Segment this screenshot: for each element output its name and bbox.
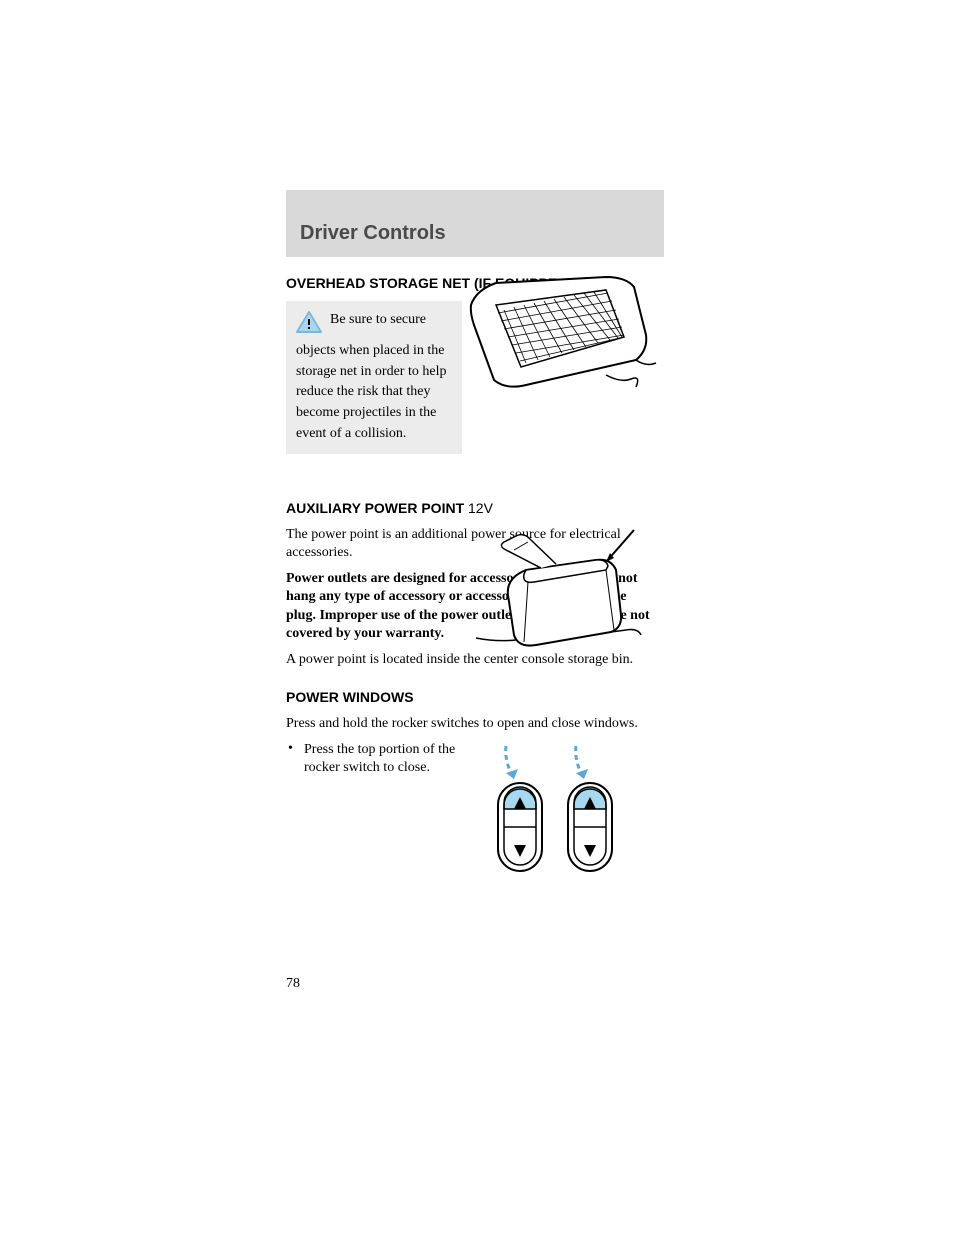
bullet-close-window: • Press the top portion of the rocker sw… bbox=[286, 741, 456, 777]
heading-power-windows: POWER WINDOWS bbox=[286, 689, 664, 705]
section-storage-net: OVERHEAD STORAGE NET (IF EQUIPPED) Be su… bbox=[286, 275, 664, 454]
section-power-windows: POWER WINDOWS Press and hold the rocker … bbox=[286, 689, 664, 778]
warning-box: Be sure to secure objects when placed in… bbox=[286, 301, 462, 454]
chapter-title: Driver Controls bbox=[300, 222, 650, 245]
heading-power-point-bold: AUXILIARY POWER POINT bbox=[286, 500, 468, 516]
warning-triangle-icon bbox=[296, 311, 322, 340]
storage-net-illustration bbox=[466, 275, 661, 400]
heading-power-point: AUXILIARY POWER POINT 12V bbox=[286, 500, 664, 516]
section-power-point: AUXILIARY POWER POINT 12V The power poin… bbox=[286, 500, 664, 669]
bullet-close-text: Press the top portion of the rocker swit… bbox=[304, 741, 456, 777]
bullet-dot-icon: • bbox=[286, 741, 304, 777]
power-windows-illustration bbox=[476, 741, 656, 881]
page-container: Driver Controls OVERHEAD STORAGE NET (IF… bbox=[0, 0, 954, 778]
power-point-illustration bbox=[466, 520, 661, 655]
power-windows-intro: Press and hold the rocker switches to op… bbox=[286, 715, 656, 733]
heading-power-point-normal: 12V bbox=[468, 500, 493, 516]
chapter-header: Driver Controls bbox=[286, 190, 664, 257]
page-number: 78 bbox=[286, 976, 300, 992]
